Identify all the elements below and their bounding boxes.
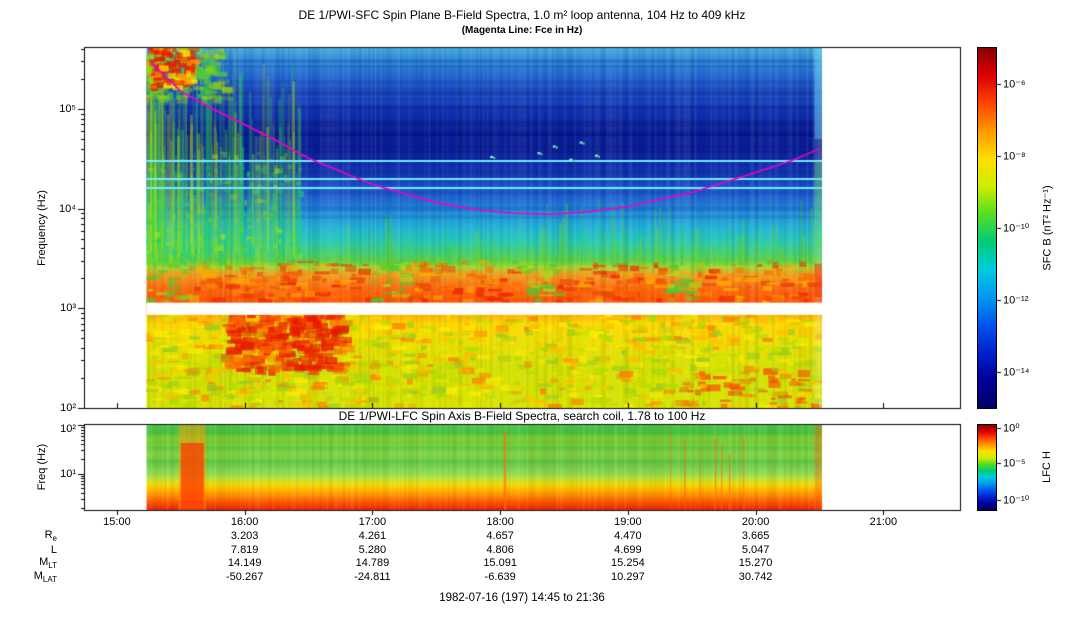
ephemeris-value: 4.699 (614, 543, 642, 556)
ephemeris-value: -6.639 (484, 571, 516, 584)
lfc-cbar-tick-label: 10⁻¹⁰ (1003, 494, 1030, 507)
lfc-cbar-tick-label: 10⁻⁵ (1003, 457, 1026, 470)
ephemeris-value: 14.149 (227, 557, 262, 570)
ephemeris-value: 14.789 (355, 557, 390, 570)
ephemeris-value: 15.270 (738, 557, 773, 570)
sfc-cbar-tick-label: 10⁻¹⁰ (1003, 222, 1030, 235)
ephemeris-value: 4.261 (358, 530, 387, 542)
ephemeris-value: 4.470 (614, 530, 642, 542)
ephemeris-value: 5.280 (358, 543, 387, 556)
ephemeris-value: 5.047 (741, 543, 770, 556)
x-tick-label: 17:00 (358, 516, 387, 528)
sfc-ytick-label: 10⁵ (59, 102, 76, 115)
date-caption: 1982-07-16 (197) 14:45 to 21:36 (439, 592, 605, 604)
x-tick-label: 15:00 (103, 516, 131, 528)
sfc-cbar-tick-label: 10⁻⁸ (1003, 150, 1026, 163)
ephemeris-row-label: MLT (39, 556, 57, 571)
sfc-cbar-tick-label: 10⁻⁶ (1003, 78, 1026, 91)
x-tick-label: 21:00 (869, 516, 898, 528)
x-tick-label: 18:00 (486, 516, 514, 528)
ephemeris-value: 15.091 (483, 557, 517, 570)
ephemeris-value: -24.811 (354, 571, 391, 584)
ephemeris-row-label: MLAT (33, 570, 57, 585)
ephemeris-value: 15.254 (611, 557, 645, 570)
sfc-ytick-label: 10⁴ (59, 202, 76, 215)
ephemeris-value: 3.665 (741, 530, 770, 542)
ephemeris-value: -50.267 (226, 571, 264, 584)
ephemeris-value: 7.819 (230, 543, 259, 556)
sfc-cbar-tick-label: 10⁻¹² (1003, 294, 1029, 307)
x-tick-label: 19:00 (614, 516, 642, 528)
x-tick-label: 20:00 (741, 516, 770, 528)
sfc-ytick-label: 10² (60, 402, 76, 414)
sfc-ytick-label: 10³ (60, 302, 76, 315)
sfc-cbar-tick-label: 10⁻¹⁴ (1003, 366, 1030, 379)
ephemeris-value: 4.806 (486, 543, 514, 556)
lfc-cbar-tick-label: 10⁰ (1003, 422, 1020, 435)
x-tick-label: 16:00 (230, 516, 259, 528)
ephemeris-value: 10.297 (611, 571, 645, 584)
ephemeris-value: 3.203 (230, 530, 259, 542)
ephemeris-value: 30.742 (738, 571, 773, 584)
lfc-ytick-label: 10¹ (60, 467, 76, 480)
lfc-ytick-label: 10² (60, 423, 76, 435)
ephemeris-value: 4.657 (486, 530, 514, 542)
ephemeris-row-label: Re (44, 528, 57, 544)
ephemeris-row-label: L (50, 543, 57, 556)
